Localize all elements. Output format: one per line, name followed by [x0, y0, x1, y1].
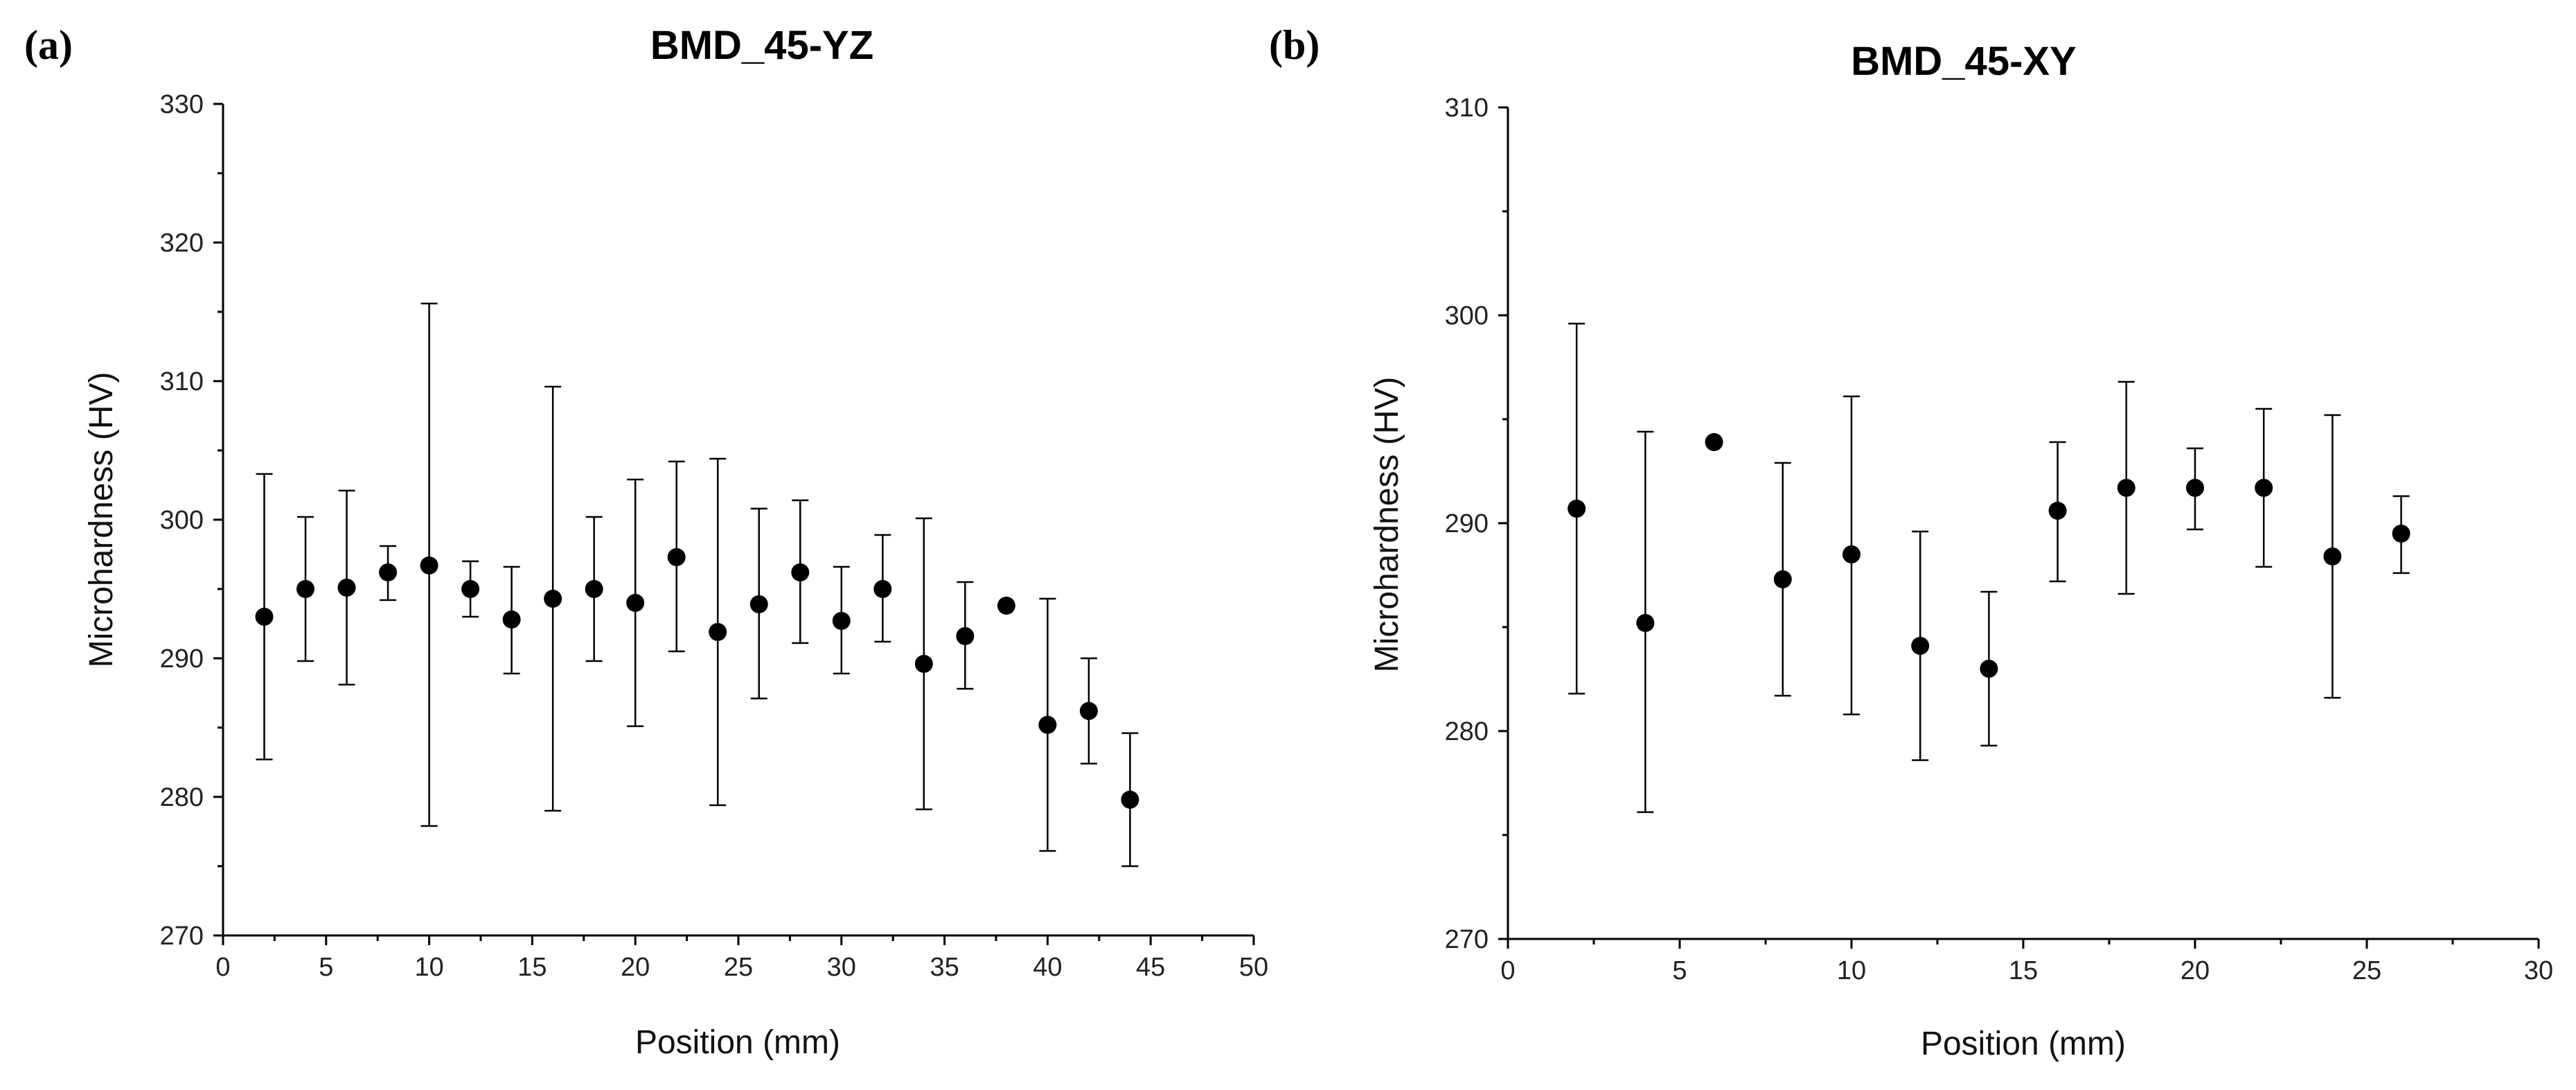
- y-tick-label-a: 270: [160, 922, 204, 951]
- x-tick-label-a: 15: [517, 953, 547, 982]
- data-point-a: [337, 579, 356, 597]
- y-tick-label-b: 290: [1445, 509, 1489, 538]
- data-point-a: [791, 563, 810, 581]
- panel-label-a: (a): [24, 22, 73, 68]
- data-point-b: [2392, 525, 2410, 543]
- data-point-b: [1980, 660, 1998, 678]
- data-point-a: [1079, 702, 1098, 720]
- data-point-a: [832, 612, 851, 630]
- x-tick-label-b: 25: [2352, 956, 2381, 985]
- y-tick-label-a: 330: [160, 90, 204, 119]
- x-tick-label-b: 15: [2009, 956, 2038, 985]
- data-point-b: [2186, 479, 2204, 497]
- data-point-a: [1121, 791, 1139, 809]
- data-points-a: [255, 548, 1139, 809]
- data-point-b: [1911, 637, 1930, 655]
- data-point-b: [2323, 547, 2342, 565]
- data-point-b: [2117, 479, 2135, 497]
- y-tick-label-b: 300: [1445, 301, 1489, 331]
- data-point-a: [296, 580, 315, 598]
- x-tick-label-a: 40: [1033, 953, 1062, 982]
- y-ticks-a: 270 280 290 300 310 320 330: [160, 90, 223, 951]
- data-point-b: [1636, 614, 1655, 632]
- y-tick-label-a: 280: [160, 783, 204, 812]
- x-tick-label-a: 45: [1136, 953, 1165, 982]
- y-axis-label-b: Microhardness (HV): [1369, 377, 1405, 673]
- x-tick-label-a: 10: [414, 953, 443, 982]
- data-point-b: [1705, 433, 1723, 451]
- data-point-a: [749, 595, 768, 613]
- data-point-b: [1567, 500, 1586, 518]
- x-ticks-b: 0 5 10 15 20 25 30: [1500, 939, 2553, 985]
- x-tick-label-a: 35: [930, 953, 959, 982]
- x-tick-label-b: 0: [1500, 956, 1515, 985]
- panel-label-b: (b): [1269, 22, 1320, 68]
- y-tick-label-b: 270: [1445, 925, 1489, 954]
- x-axis-label-a: Position (mm): [635, 1024, 840, 1061]
- data-point-b: [2255, 479, 2273, 497]
- y-ticks-b: 270 280 290 300 310: [1445, 94, 1508, 954]
- chart-title-a: BMD_45-YZ: [650, 23, 873, 68]
- x-tick-label-b: 20: [2180, 956, 2210, 985]
- x-ticks-a: 0 5 10 15 20 25 30 35 40 45 50: [215, 935, 1268, 982]
- x-tick-label-a: 25: [724, 953, 753, 982]
- data-point-a: [544, 590, 562, 608]
- data-point-a: [626, 594, 645, 612]
- y-axis-label-a: Microhardness (HV): [83, 372, 120, 668]
- data-point-a: [255, 608, 274, 626]
- x-tick-label-b: 30: [2524, 956, 2553, 985]
- error-bars-a: [256, 302, 1139, 868]
- data-point-a: [461, 580, 480, 598]
- y-tick-label-a: 300: [160, 506, 204, 535]
- x-axis-label-b: Position (mm): [1921, 1026, 2126, 1062]
- data-point-a: [379, 563, 398, 581]
- data-point-a: [709, 623, 727, 641]
- y-tick-label-b: 280: [1445, 717, 1489, 746]
- data-point-a: [997, 597, 1015, 615]
- data-point-a: [956, 627, 975, 645]
- y-tick-label-b: 310: [1445, 94, 1489, 123]
- chart-title-b: BMD_45-XY: [1851, 39, 2077, 84]
- data-point-b: [1773, 570, 1792, 588]
- error-bars-b: [1568, 322, 2410, 814]
- y-tick-label-a: 290: [160, 644, 204, 674]
- x-tick-label-a: 20: [621, 953, 650, 982]
- data-point-a: [585, 580, 603, 598]
- y-tick-label-a: 310: [160, 367, 204, 396]
- x-tick-label-b: 5: [1672, 956, 1687, 985]
- x-tick-label-a: 0: [215, 953, 230, 982]
- panel-b-xy: (b) BMD_45-XY 0 5 10 15 20 25 30 270 280 290 300 3…: [1269, 22, 2553, 1062]
- data-point-a: [1038, 716, 1057, 734]
- data-point-b: [2048, 502, 2067, 520]
- x-tick-label-a: 30: [827, 953, 856, 982]
- panel-a-yz: (a) BMD_45-YZ 0 5 10 15 20 25 30 35 40 45 50 270 28…: [24, 22, 1268, 1061]
- data-point-b: [1842, 545, 1860, 563]
- data-point-a: [667, 548, 686, 566]
- data-points-b: [1567, 433, 2410, 678]
- x-tick-label-a: 50: [1239, 953, 1268, 982]
- x-tick-label-b: 10: [1837, 956, 1866, 985]
- data-point-a: [502, 610, 521, 628]
- y-tick-label-a: 320: [160, 229, 204, 258]
- x-tick-label-a: 5: [319, 953, 333, 982]
- data-point-a: [914, 655, 933, 673]
- data-point-a: [420, 556, 438, 574]
- data-point-a: [873, 580, 892, 598]
